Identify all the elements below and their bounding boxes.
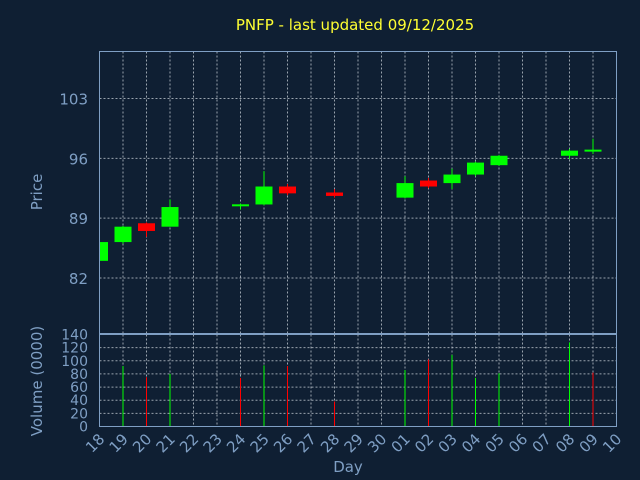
x-tick-label: 26 (270, 430, 296, 456)
candle-body (443, 174, 461, 184)
price-tick-label: 82 (69, 270, 88, 288)
price-tick-label: 96 (69, 150, 88, 168)
x-tick-label: 09 (576, 430, 602, 456)
x-tick-label: 30 (364, 430, 390, 456)
x-tick-label: 01 (388, 430, 414, 456)
x-tick-label: 07 (529, 430, 555, 456)
candle-body (161, 207, 179, 227)
x-tick-label: 06 (505, 430, 531, 456)
candle-body (114, 226, 132, 243)
x-tick-label: 25 (247, 430, 273, 456)
x-tick-label: 24 (223, 430, 249, 456)
price-candles (99, 138, 602, 261)
x-tick-label: 05 (482, 430, 508, 456)
volume-bars (122, 342, 594, 427)
x-tick-label: 29 (341, 430, 367, 456)
candle-body (467, 162, 484, 175)
price-axis-label: Price (28, 174, 46, 211)
price-panel-frame (99, 51, 617, 334)
candle-body (232, 204, 249, 207)
price-tick-label: 89 (69, 210, 88, 228)
candle-body (396, 183, 414, 198)
volume-tick-label: 0 (79, 420, 88, 436)
chart-title: PNFP - last updated 09/12/2025 (236, 16, 474, 34)
price-tick-label: 103 (59, 91, 88, 109)
volume-tick-label: 100 (61, 354, 88, 370)
x-tick-label: 20 (129, 430, 155, 456)
candle-body (584, 149, 602, 152)
price-grid (99, 51, 617, 334)
volume-axis-label: Volume (0000) (28, 326, 46, 436)
x-tick-label: 28 (317, 430, 343, 456)
x-tick-label: 27 (294, 430, 320, 456)
x-tick-label: 21 (153, 430, 179, 456)
candle-body (561, 150, 578, 156)
candle-body (326, 192, 343, 196)
candle-body (255, 186, 273, 205)
candle-body (490, 155, 508, 166)
volume-tick-label: 20 (70, 406, 88, 422)
volume-tick-label: 120 (61, 341, 88, 357)
x-tick-label: 22 (176, 430, 202, 456)
volume-tick-label: 60 (70, 380, 88, 396)
x-tick-label: 23 (200, 430, 226, 456)
x-tick-label: 08 (552, 430, 578, 456)
axis-labels: 8289961030204060801001201401819202122232… (59, 91, 625, 457)
x-tick-label: 02 (411, 430, 437, 456)
volume-tick-label: 140 (61, 328, 88, 344)
candle-body (138, 223, 155, 231)
candle-body (99, 242, 108, 261)
x-tick-label: 03 (435, 430, 461, 456)
x-tick-label: 04 (458, 430, 484, 456)
candle-body (279, 186, 296, 194)
x-tick-label: 10 (599, 430, 625, 456)
volume-panel-frame (99, 334, 617, 427)
volume-tick-label: 40 (70, 393, 88, 409)
x-tick-label: 19 (106, 430, 132, 456)
volume-grid (99, 334, 617, 427)
x-axis-label: Day (333, 458, 363, 476)
candle-body (420, 180, 437, 187)
volume-tick-label: 80 (70, 367, 88, 383)
